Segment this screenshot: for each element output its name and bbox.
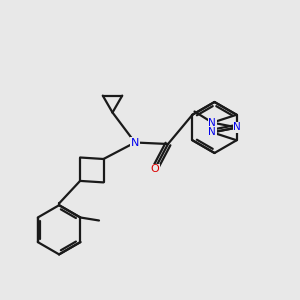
Text: N: N (131, 137, 139, 148)
Text: N: N (233, 122, 241, 133)
Text: O: O (150, 164, 159, 175)
Text: N: N (208, 128, 216, 137)
Text: N: N (208, 118, 216, 128)
